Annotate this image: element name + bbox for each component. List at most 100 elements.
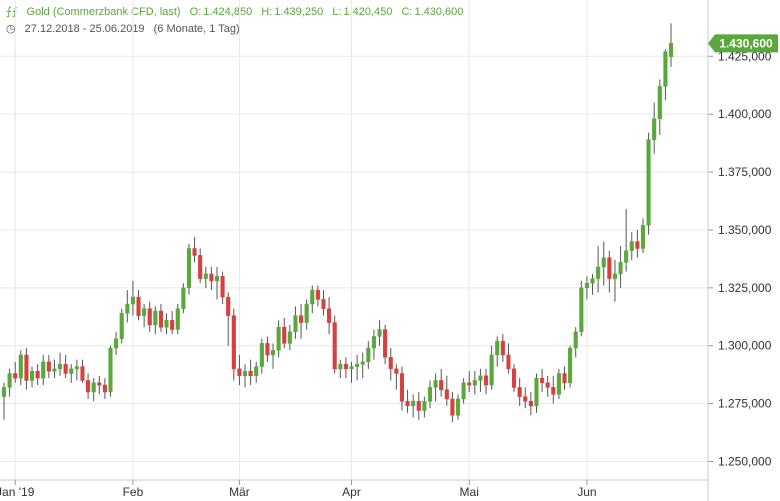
candle-body <box>315 289 320 300</box>
date-range: 27.12.2018 - 25.06.2019 <box>24 23 145 35</box>
candle-body <box>13 373 18 379</box>
candle-body <box>663 51 668 87</box>
price-tag-shape <box>708 34 778 53</box>
candle-body <box>562 373 567 384</box>
candle-body <box>500 340 505 356</box>
candle-body <box>528 401 533 407</box>
candle-body <box>455 398 461 416</box>
candle-body <box>584 282 589 289</box>
candle-body <box>640 225 646 249</box>
candle-body <box>377 329 382 337</box>
candle-body <box>254 366 259 377</box>
candle-body <box>242 370 248 377</box>
candle-body <box>612 273 617 279</box>
candle-body <box>321 299 326 309</box>
chart-header-title: ⨍⨍ Gold (Commerzbank CFD, last) O: 1.424,… <box>6 5 469 18</box>
instrument-name: Gold (Commerzbank CFD, last) <box>26 6 181 18</box>
candle-body <box>259 343 264 367</box>
x-tick-label: Mär <box>229 485 250 499</box>
candle-body <box>29 370 35 381</box>
candle-body <box>444 389 449 400</box>
candle-body <box>80 366 85 381</box>
candle-body <box>35 370 40 379</box>
candle-body <box>310 289 315 305</box>
candle-body <box>69 368 74 374</box>
candle-body <box>136 296 141 316</box>
high-label: H: <box>261 6 273 18</box>
y-tick-label: 1.275,000 <box>718 397 772 411</box>
last-price-tag: 1.430,600 <box>708 34 778 53</box>
candle-body <box>540 377 545 384</box>
candle-body <box>635 241 640 249</box>
candle-body <box>248 370 253 377</box>
candle-body <box>7 373 12 388</box>
candle-body <box>355 363 360 367</box>
candle-body <box>74 366 79 370</box>
candle-body <box>153 310 158 326</box>
candle-body <box>125 303 130 314</box>
y-tick-label: 1.250,000 <box>718 454 772 468</box>
x-tick-label: Mai <box>460 485 479 499</box>
candle-body <box>226 296 231 316</box>
candle-body <box>130 296 135 305</box>
candle-body <box>461 382 466 400</box>
candle-body <box>265 343 270 356</box>
y-tick-label: 1.400,000 <box>718 107 772 121</box>
candle-body <box>483 375 489 386</box>
candle-body <box>63 363 68 374</box>
candle-body <box>523 396 528 402</box>
candle-body <box>293 315 298 333</box>
y-axis: 1.250,000 1.275,000 1.300,000 1.325,000 1.35… <box>707 0 772 501</box>
candle-body <box>388 357 393 370</box>
candle-body <box>360 361 365 365</box>
candles <box>1 23 674 423</box>
candle-body <box>158 310 163 328</box>
candle-body <box>58 363 63 370</box>
candle-body <box>394 368 399 374</box>
candle-body <box>416 401 421 411</box>
candle-body <box>383 329 388 358</box>
candle-body <box>343 363 348 370</box>
candle-body <box>411 401 416 407</box>
candle-body <box>108 347 113 393</box>
candle-body <box>97 382 102 386</box>
candle-body <box>18 354 23 379</box>
candle-body <box>214 276 220 282</box>
candle-body <box>86 380 91 393</box>
candle-body <box>668 43 674 57</box>
candle-body <box>534 377 539 407</box>
candle-body <box>186 248 192 289</box>
candle-body <box>590 278 595 284</box>
high-value: 1.439,250 <box>274 6 324 18</box>
candle-body <box>618 262 623 275</box>
x-tick-label: Apr <box>342 485 361 499</box>
candle-body <box>282 326 287 344</box>
candle-body <box>371 336 376 349</box>
candle-body <box>601 257 606 268</box>
y-tick-label: 1.350,000 <box>718 223 772 237</box>
candle-body <box>433 380 438 388</box>
candle-body <box>450 398 455 416</box>
candle-body <box>192 248 197 256</box>
low-value: 1.420,450 <box>343 6 393 18</box>
close-value: 1.430,600 <box>414 6 464 18</box>
chart-type-icon[interactable]: ⨍⨍ <box>6 6 18 18</box>
candle-body <box>102 384 107 393</box>
candle-body <box>349 366 354 370</box>
candle-body <box>170 319 175 330</box>
candle-body <box>287 331 292 344</box>
candle-body <box>422 401 427 411</box>
candle-body <box>304 303 309 323</box>
candle-body <box>624 250 629 263</box>
candle-body <box>220 276 225 298</box>
candle-body <box>517 387 522 397</box>
candle-body <box>231 315 236 370</box>
candle-body <box>399 373 405 402</box>
candle-body <box>237 368 242 377</box>
candle-body <box>607 257 612 279</box>
candle-body <box>41 361 46 379</box>
candle-body <box>52 368 57 372</box>
x-tick-label: Jun <box>577 485 596 499</box>
low-label: L: <box>332 6 342 18</box>
